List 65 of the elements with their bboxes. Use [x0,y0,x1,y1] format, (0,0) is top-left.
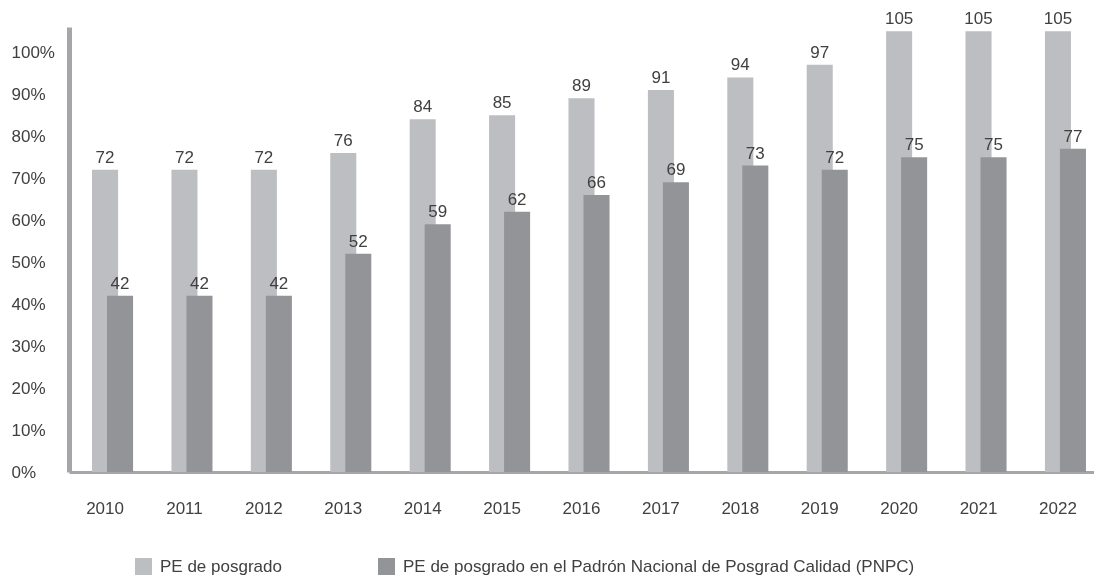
y-tick-label: 30% [11,336,46,356]
data-label: 105 [964,9,993,29]
data-label: 84 [413,97,433,117]
x-tick-label: 2014 [403,498,442,518]
x-tick-label: 2019 [800,498,839,518]
bar [821,169,848,472]
y-tick-label: 10% [11,420,46,440]
data-label: 72 [254,147,274,167]
data-label: 52 [348,231,368,251]
bar [662,182,689,472]
data-label: 72 [175,147,194,167]
data-label: 75 [984,135,1003,155]
data-label: 72 [825,147,845,167]
y-tick-label: 70% [11,168,46,188]
x-tick-label: 2020 [880,498,919,518]
data-label: 73 [745,143,765,163]
bar [265,295,292,472]
data-label: 85 [492,93,512,113]
y-tick-label: 60% [11,210,46,230]
data-label: 42 [110,273,130,293]
data-label: 105 [1043,9,1073,29]
data-label: 89 [572,76,591,96]
legend-label: PE de posgrado [160,556,282,576]
y-tick-label: 100% [11,42,55,62]
data-label: 69 [666,160,686,180]
y-tick-label: 0% [11,462,37,482]
y-tick-label: 20% [11,378,46,398]
bar [742,165,769,472]
bar [107,295,134,472]
x-tick-label: 2018 [721,498,760,518]
x-tick-label: 2016 [562,498,601,518]
bar [980,157,1007,472]
data-label: 91 [651,67,671,87]
data-label: 72 [95,147,115,167]
data-label: 66 [587,172,606,192]
data-label: 105 [884,9,914,29]
y-tick-label: 50% [11,252,46,272]
data-label: 75 [904,135,924,155]
bar [424,224,451,472]
bar [504,211,531,472]
x-tick-label: 2017 [641,498,680,518]
legend-label: PE de posgrado en el Padrón Nacional de Posgrad Calidad (PNPC) [403,556,915,576]
x-tick-label: 2022 [1039,498,1077,518]
data-label: 76 [333,130,353,150]
data-label: 42 [269,273,289,293]
x-tick-label: 2010 [86,498,124,518]
y-tick-label: 80% [11,126,46,146]
bar [345,253,372,472]
x-tick-label: 2011 [166,498,203,518]
x-tick-label: 2015 [483,498,522,518]
x-tick-label: 2012 [244,498,283,518]
data-label: 59 [428,202,448,222]
data-label: 62 [507,189,527,209]
data-label: 94 [730,55,750,75]
y-tick-label: 40% [11,294,46,314]
x-tick-label: 2021 [959,498,998,518]
data-label: 97 [810,42,830,62]
x-tick-label: 2013 [324,498,363,518]
bar [583,194,610,472]
bar [186,295,213,472]
bar [901,157,928,472]
y-tick-label: 90% [11,84,46,104]
bar [1059,148,1086,472]
data-label: 42 [190,273,209,293]
data-label: 77 [1063,126,1083,146]
